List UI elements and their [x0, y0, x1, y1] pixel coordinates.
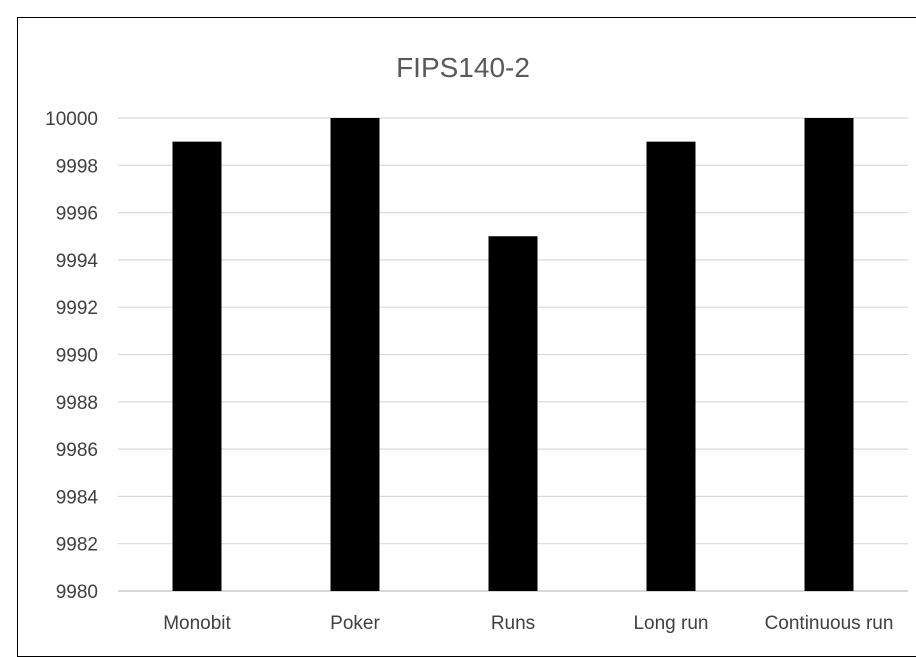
y-tick-label: 9998 — [56, 156, 98, 177]
y-tick-label: 9988 — [56, 393, 98, 414]
bar-poker — [330, 118, 380, 591]
y-axis-ticks: 9980 9982 9984 9986 9988 9990 9992 9994 9996 9998… — [45, 109, 98, 603]
y-tick-label: 9984 — [56, 487, 99, 508]
bar-continuous-run — [804, 118, 854, 591]
bar-monobit — [172, 141, 222, 591]
y-tick-label: 9980 — [56, 582, 98, 603]
y-tick-label: 9990 — [56, 346, 98, 367]
y-tick-label: 9986 — [56, 440, 98, 461]
y-tick-label: 9982 — [56, 535, 98, 556]
x-tick-label: Monobit — [163, 613, 231, 634]
y-tick-label: 9992 — [56, 298, 98, 319]
y-tick-label: 9996 — [56, 204, 98, 225]
chart-frame — [17, 17, 916, 657]
x-tick-label: Runs — [491, 613, 535, 634]
bar-runs — [488, 236, 538, 591]
y-tick-label: 9994 — [56, 251, 99, 272]
y-tick-label: 10000 — [45, 109, 98, 130]
x-axis-ticks: Monobit Poker Runs Long run Continuous run — [163, 613, 893, 634]
x-tick-label: Poker — [330, 613, 380, 634]
bar-long-run — [646, 141, 696, 591]
x-tick-label: Continuous run — [765, 613, 894, 634]
chart-title: FIPS140-2 — [396, 52, 530, 83]
x-tick-label: Long run — [633, 613, 708, 634]
bars — [172, 118, 854, 591]
